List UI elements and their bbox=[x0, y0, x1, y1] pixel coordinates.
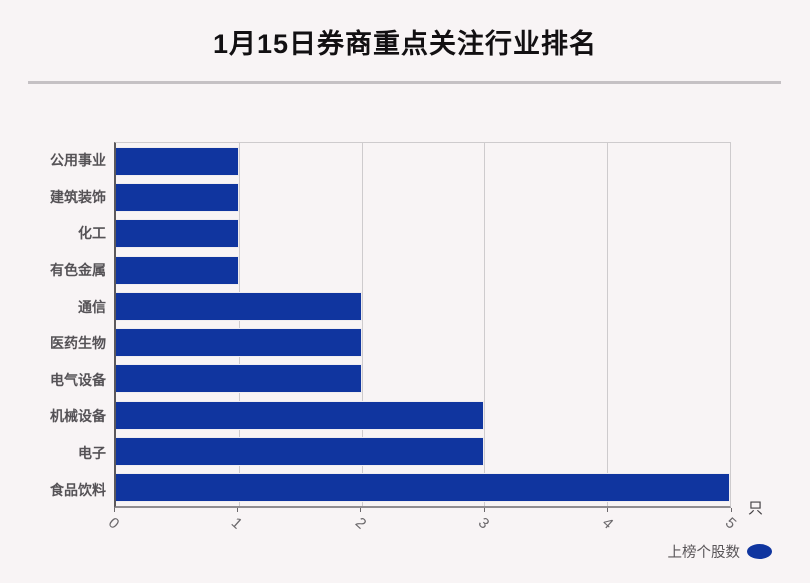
x-tick-mark-1 bbox=[236, 508, 238, 512]
bar-row bbox=[116, 361, 730, 397]
bar-6 bbox=[116, 364, 362, 394]
bar-5 bbox=[116, 328, 362, 358]
category-label-9: 食品饮料 bbox=[50, 481, 106, 498]
x-tick-mark-2 bbox=[360, 508, 362, 512]
x-tick-mark-5 bbox=[730, 508, 732, 512]
chart-title: 1月15日券商重点关注行业排名 bbox=[212, 29, 598, 59]
title-divider bbox=[28, 81, 781, 84]
bar-row bbox=[116, 324, 730, 360]
bar-9 bbox=[116, 473, 730, 503]
category-label-4: 通信 bbox=[78, 298, 106, 315]
x-tick-mark-4 bbox=[607, 508, 609, 512]
category-label-6: 电气设备 bbox=[50, 371, 106, 388]
bar-row bbox=[116, 397, 730, 433]
category-label-5: 医药生物 bbox=[50, 335, 106, 352]
legend: 上榜个股数 bbox=[0, 541, 772, 562]
category-label-0: 公用事业 bbox=[50, 152, 106, 169]
category-label-8: 电子 bbox=[78, 445, 106, 462]
category-label-7: 机械设备 bbox=[50, 408, 106, 425]
bar-row bbox=[116, 433, 730, 469]
bar-row bbox=[116, 288, 730, 324]
x-tick-label-5: 5 bbox=[721, 514, 740, 533]
bar-8 bbox=[116, 437, 485, 467]
gridline-x-1 bbox=[238, 143, 240, 506]
x-axis-unit-label: 只 bbox=[748, 500, 764, 517]
x-tick-label-1: 1 bbox=[228, 514, 246, 533]
legend-label: 上榜个股数 bbox=[667, 545, 741, 561]
bar-row bbox=[116, 252, 730, 288]
bar-row bbox=[116, 470, 730, 506]
x-tick-label-4: 4 bbox=[598, 514, 616, 533]
bar-row bbox=[116, 179, 730, 215]
x-axis-ticks: 0 1 2 3 4 5 bbox=[105, 508, 739, 544]
x-tick-label-3: 3 bbox=[474, 514, 493, 533]
category-label-2: 化工 bbox=[78, 225, 106, 242]
gridline-x-3 bbox=[484, 143, 486, 506]
gridline-x-4 bbox=[607, 143, 609, 506]
category-label-1: 建筑装饰 bbox=[50, 188, 106, 205]
y-axis-category-labels: 公用事业建筑装饰化工有色金属通信医药生物电气设备机械设备电子食品饮料 bbox=[0, 142, 106, 508]
bar-row bbox=[116, 143, 730, 179]
gridline-x-2 bbox=[361, 143, 363, 506]
bar-row bbox=[116, 216, 730, 252]
bars-container bbox=[116, 143, 730, 506]
x-tick-mark-0 bbox=[113, 508, 115, 512]
bar-7 bbox=[116, 400, 485, 430]
plot-area bbox=[114, 142, 731, 508]
legend-marker-ellipse-icon bbox=[747, 544, 772, 559]
bar-4 bbox=[116, 291, 362, 321]
category-label-3: 有色金属 bbox=[50, 262, 106, 279]
bar-2 bbox=[116, 219, 239, 249]
bar-3 bbox=[116, 255, 239, 285]
bar-1 bbox=[116, 182, 239, 212]
bar-0 bbox=[116, 146, 239, 176]
x-tick-label-0: 0 bbox=[104, 514, 123, 533]
x-tick-mark-3 bbox=[483, 508, 485, 512]
x-tick-label-2: 2 bbox=[351, 514, 370, 533]
